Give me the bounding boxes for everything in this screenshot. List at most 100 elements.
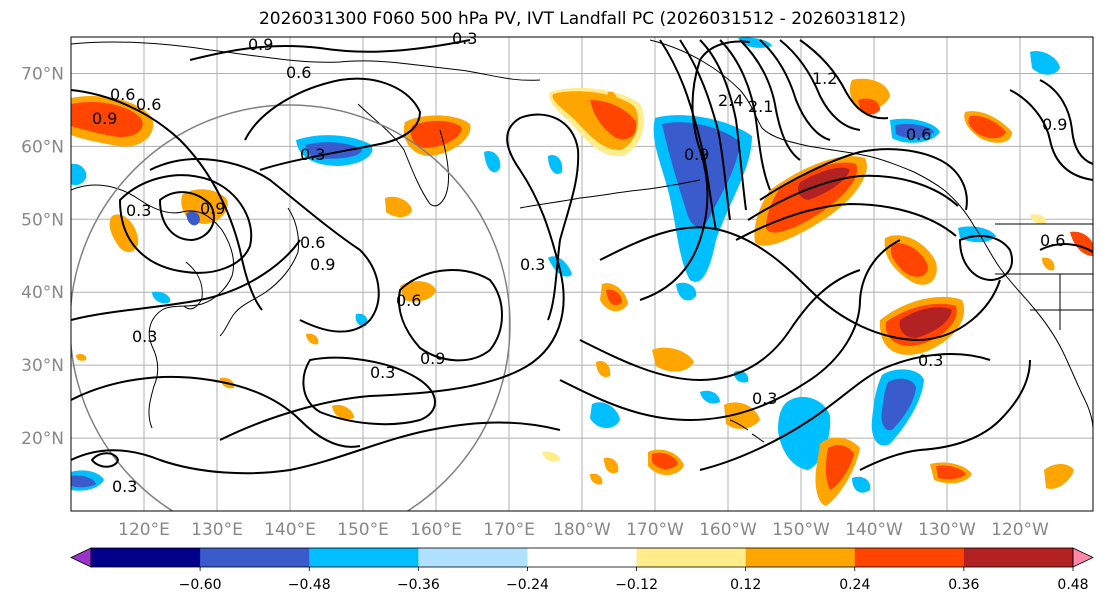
contour-line: [639, 40, 751, 301]
latitude-labels: 70°N 60°N 50°N 40°N 30°N 20°N: [21, 64, 64, 449]
contour-label: 0.3: [752, 389, 777, 408]
coastline-japan: [219, 207, 299, 337]
contour-label: 0.3: [132, 327, 157, 346]
shade-blob: [1030, 50, 1060, 75]
contour-line: [759, 39, 831, 141]
contour-line: [958, 234, 1013, 282]
coastline-aleutians: [519, 179, 701, 209]
latitude-label: 20°N: [21, 429, 64, 449]
colorbar-tick-label: 0.24: [839, 577, 870, 593]
longitude-label: 160°W: [699, 520, 757, 540]
shade-blob: [652, 347, 694, 372]
longitude-labels: 120°E 130°E 140°E 150°E 160°E 170°E 180°W 170°W…: [118, 520, 1049, 540]
shade-blob: [1042, 257, 1055, 271]
shade-blob: [881, 378, 916, 431]
contour-label: 0.3: [126, 201, 151, 220]
shade-blob: [606, 289, 622, 306]
contour-label: 0.6: [300, 233, 325, 252]
contour-line: [1009, 89, 1093, 181]
shade-blob: [738, 37, 772, 48]
longitude-label: 120°E: [118, 520, 170, 540]
colorbar-segment: [745, 548, 856, 567]
contour-labels: 0.9 0.3 0.6 0.6 0.9 0.3 0.9 0.6 0.9 0.3 …: [92, 29, 1067, 496]
colorbar-tick-label: −0.36: [397, 577, 440, 593]
shade-blob: [607, 91, 617, 103]
shade-blob: [590, 402, 620, 429]
colorbar-tick-label: 0.48: [1057, 577, 1088, 593]
contour-label: 0.9: [684, 145, 709, 164]
shade-blob: [305, 142, 362, 159]
contour-line: [747, 174, 959, 221]
contour-label: 1.2: [812, 69, 837, 88]
contour-line: [71, 89, 263, 311]
shade-blob: [71, 101, 143, 138]
shade-blob: [700, 390, 720, 404]
contour-line: [71, 375, 361, 448]
shade-blob: [590, 100, 637, 140]
shade-blob: [604, 457, 619, 474]
contour-label: 0.9: [92, 109, 117, 128]
latitude-label: 40°N: [21, 283, 64, 303]
contour-line: [118, 174, 253, 274]
contour-line: [71, 239, 301, 321]
contour-line: [398, 269, 503, 362]
shade-blob: [825, 445, 854, 490]
longitude-label: 130°W: [918, 520, 976, 540]
colorbar-tick-label: 0.36: [948, 577, 979, 593]
colorbar-tick-label: −0.48: [288, 577, 331, 593]
colorbar-segment: [200, 548, 310, 567]
contour-line: [579, 269, 861, 382]
latitude-label: 50°N: [21, 210, 64, 230]
longitude-label: 150°W: [772, 520, 830, 540]
longitude-label: 140°W: [845, 520, 903, 540]
colorbar-tick-label: −0.24: [506, 577, 549, 593]
colorbar-segment: [636, 548, 747, 567]
contour-label: 0.6: [1040, 231, 1065, 250]
longitude-label: 160°E: [410, 520, 462, 540]
latitude-label: 70°N: [21, 64, 64, 84]
shade-blob: [852, 476, 871, 493]
contour-line: [189, 39, 471, 61]
contour-line: [219, 113, 580, 441]
latitude-label: 30°N: [21, 356, 64, 376]
colorbar-outline: [90, 547, 1074, 568]
chart-title: 2026031300 F060 500 hPa PV, IVT Landfall…: [258, 9, 906, 29]
contour-label: 2.4: [718, 91, 743, 110]
gridlines: [71, 37, 1093, 511]
contour-line: [559, 239, 901, 422]
contour-label: 0.3: [520, 255, 545, 274]
contour-label: 0.3: [452, 29, 477, 48]
contour-line: [1039, 79, 1093, 165]
contour-line: [699, 39, 747, 211]
contour-label: 0.3: [300, 145, 325, 164]
contour-line: [659, 39, 717, 231]
contour-label: 0.9: [420, 349, 445, 368]
coastline-siberia: [71, 41, 541, 81]
contour-line: [799, 39, 889, 120]
contour-line: [149, 158, 380, 333]
shade-blob: [355, 313, 368, 327]
contour-line: [244, 77, 422, 171]
shade-blob: [596, 360, 611, 378]
coastline-asia: [71, 184, 235, 429]
contour-line: [699, 353, 991, 471]
contour-line: [71, 421, 561, 475]
colorbar-extension-high: [1072, 547, 1094, 568]
contour-line: [779, 39, 861, 131]
longitude-label: 130°E: [191, 520, 243, 540]
shade-blob: [858, 98, 880, 115]
shade-blob: [332, 404, 354, 420]
longitude-label: 170°W: [626, 520, 684, 540]
shade-blob: [899, 307, 952, 338]
contour-line: [859, 359, 1031, 471]
contour-label: 0.6: [110, 85, 135, 104]
shade-blob: [1044, 464, 1074, 489]
contour-label: 0.6: [286, 63, 311, 82]
colorbar-segment: [309, 548, 419, 567]
shade-blob: [590, 473, 603, 485]
contour-label: 0.9: [200, 199, 225, 218]
shade-blob: [306, 333, 319, 345]
contour-label: 0.3: [918, 351, 943, 370]
contour-label: 0.9: [1042, 115, 1067, 134]
contour-label: 0.9: [310, 255, 335, 274]
